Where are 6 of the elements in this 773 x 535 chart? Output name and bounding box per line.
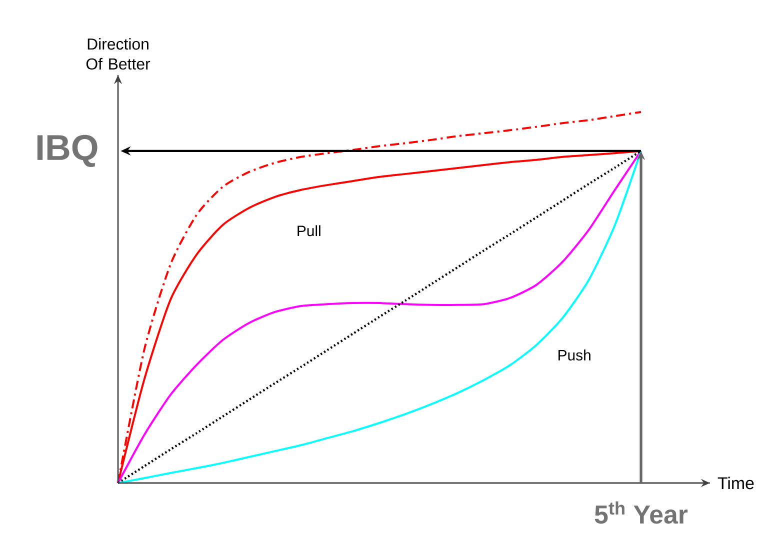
y-axis-title: Direction Of Better (86, 38, 150, 70)
series-label: Push (558, 350, 590, 360)
text: 5$^{th}$ Year (594, 501, 688, 524)
x-axis-title: Time (718, 476, 754, 490)
ref-line-label: IBQ (37, 134, 98, 167)
text: Pull (298, 225, 320, 236)
